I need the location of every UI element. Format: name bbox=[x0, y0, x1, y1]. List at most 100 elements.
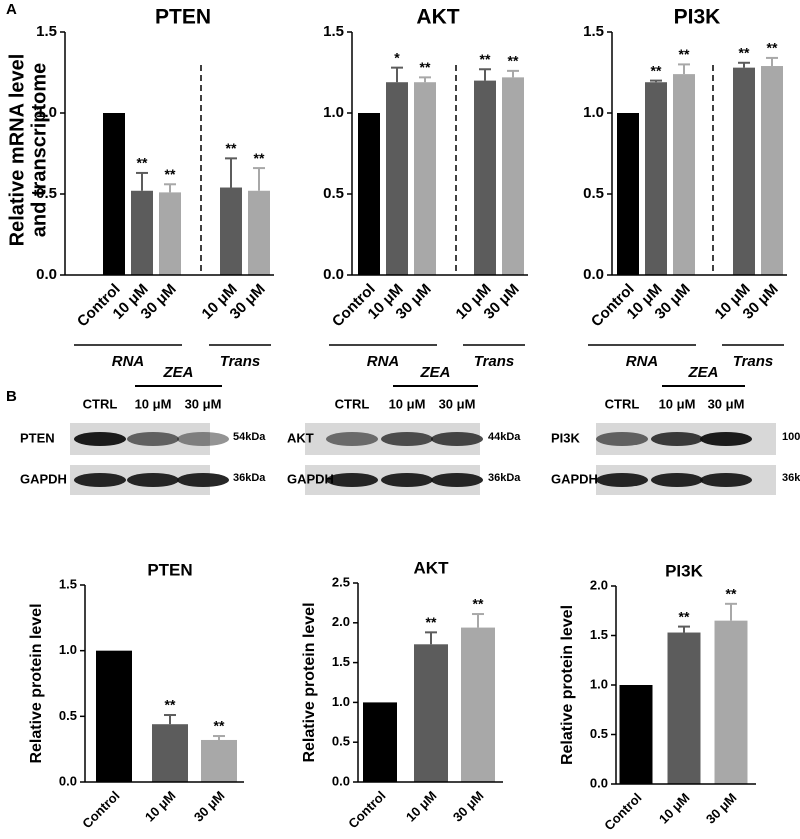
blot-column-label: CTRL bbox=[605, 396, 640, 411]
blot-group-label: ZEA bbox=[420, 364, 451, 381]
x-tick-label: 10 μM bbox=[142, 788, 179, 825]
blot-row-label: AKT bbox=[287, 430, 314, 445]
blot-column-label: 30 μM bbox=[439, 396, 476, 411]
blot-column-label: 10 μM bbox=[389, 396, 426, 411]
group-label: Trans bbox=[474, 353, 515, 370]
blot-column-label: CTRL bbox=[83, 396, 118, 411]
y-tick-label: 2.0 bbox=[332, 614, 350, 629]
significance-label: ** bbox=[426, 614, 437, 630]
bar bbox=[461, 627, 495, 782]
group-label: RNA bbox=[367, 353, 400, 370]
significance-label: ** bbox=[473, 596, 484, 612]
bar bbox=[619, 685, 653, 784]
blot-size-label: 36kDa bbox=[233, 472, 266, 484]
blot-group-label: ZEA bbox=[688, 364, 719, 381]
y-tick-label: 1.0 bbox=[323, 104, 344, 121]
y-tick-label: 1.5 bbox=[59, 576, 77, 591]
y-tick-label: 1.0 bbox=[583, 104, 604, 121]
y-tick-label: 1.5 bbox=[323, 23, 344, 40]
group-label: RNA bbox=[112, 353, 145, 370]
blot-row-label: GAPDH bbox=[20, 471, 67, 486]
y-tick-label: 0.5 bbox=[36, 185, 57, 202]
blot-band bbox=[651, 473, 703, 487]
bar bbox=[96, 650, 132, 782]
significance-label: ** bbox=[726, 586, 737, 602]
bar bbox=[386, 82, 408, 275]
error-bar bbox=[419, 76, 431, 83]
chart-title: PTEN bbox=[155, 6, 211, 29]
error-bar bbox=[472, 613, 484, 628]
x-tick-label: 30 μM bbox=[703, 790, 740, 827]
significance-label: ** bbox=[739, 44, 750, 60]
significance-label: ** bbox=[651, 62, 662, 78]
blot-column-label: 30 μM bbox=[708, 396, 745, 411]
significance-label: ** bbox=[226, 140, 237, 156]
blot-band bbox=[177, 473, 229, 487]
bar bbox=[673, 74, 695, 276]
bar bbox=[358, 113, 380, 275]
blot-band bbox=[127, 473, 179, 487]
bar bbox=[474, 80, 496, 275]
y-tick-label: 0.5 bbox=[59, 708, 77, 723]
chart-title: AKT bbox=[416, 6, 459, 29]
blot-band bbox=[381, 432, 433, 446]
bar bbox=[733, 67, 755, 275]
x-tick-label: 30 μM bbox=[450, 788, 487, 825]
significance-label: ** bbox=[165, 697, 176, 713]
blot-band bbox=[596, 473, 648, 487]
blot-band bbox=[651, 432, 703, 446]
error-bar bbox=[479, 68, 491, 81]
blot-band bbox=[326, 432, 378, 446]
x-tick-label: Control bbox=[79, 788, 122, 831]
error-bar bbox=[225, 157, 237, 188]
blot-column-label: 10 μM bbox=[135, 396, 172, 411]
significance-label: ** bbox=[165, 166, 176, 182]
blot-size-label: 100kDa bbox=[782, 431, 800, 443]
significance-label: ** bbox=[214, 718, 225, 734]
significance-label: ** bbox=[137, 155, 148, 171]
bar bbox=[617, 113, 639, 275]
chart-title: AKT bbox=[414, 558, 450, 577]
blot-band bbox=[74, 432, 126, 446]
blot-band bbox=[431, 473, 483, 487]
blot-row-label: GAPDH bbox=[551, 471, 598, 486]
error-bar bbox=[678, 63, 690, 75]
bar bbox=[414, 644, 448, 782]
error-bar bbox=[253, 167, 265, 191]
y-axis-label: Relative mRNA level bbox=[6, 54, 28, 247]
y-tick-label: 0.5 bbox=[583, 185, 604, 202]
bar bbox=[667, 632, 701, 784]
y-tick-label: 0.0 bbox=[59, 773, 77, 788]
y-tick-label: 1.5 bbox=[36, 23, 57, 40]
y-axis-label: Relative protein level bbox=[28, 603, 45, 763]
blot-column-label: CTRL bbox=[335, 396, 370, 411]
significance-label: ** bbox=[679, 46, 690, 62]
significance-label: ** bbox=[420, 59, 431, 75]
blot-band bbox=[177, 432, 229, 446]
blot-row-label: GAPDH bbox=[287, 471, 334, 486]
blot-column-label: 10 μM bbox=[659, 396, 696, 411]
chart-title: PI3K bbox=[674, 6, 721, 29]
blot-band bbox=[326, 473, 378, 487]
y-tick-label: 1.0 bbox=[332, 694, 350, 709]
error-bar bbox=[164, 714, 176, 725]
blot-group-label: ZEA bbox=[163, 364, 194, 381]
x-tick-label: 10 μM bbox=[656, 790, 693, 827]
error-bar bbox=[425, 631, 437, 645]
bar bbox=[414, 82, 436, 275]
significance-label: ** bbox=[480, 51, 491, 67]
blot-size-label: 36kDa bbox=[488, 472, 521, 484]
error-bar bbox=[650, 79, 662, 83]
y-tick-label: 0.0 bbox=[590, 775, 608, 790]
blot-size-label: 44kDa bbox=[488, 431, 521, 443]
error-bar bbox=[391, 66, 403, 83]
y-tick-label: 1.5 bbox=[583, 23, 604, 40]
panel-label: B bbox=[6, 388, 17, 405]
blot-size-label: 36kDa bbox=[782, 472, 800, 484]
significance-label: ** bbox=[767, 40, 778, 56]
bar bbox=[103, 113, 125, 275]
error-bar bbox=[678, 625, 690, 633]
bar bbox=[645, 82, 667, 275]
y-tick-label: 1.0 bbox=[36, 104, 57, 121]
